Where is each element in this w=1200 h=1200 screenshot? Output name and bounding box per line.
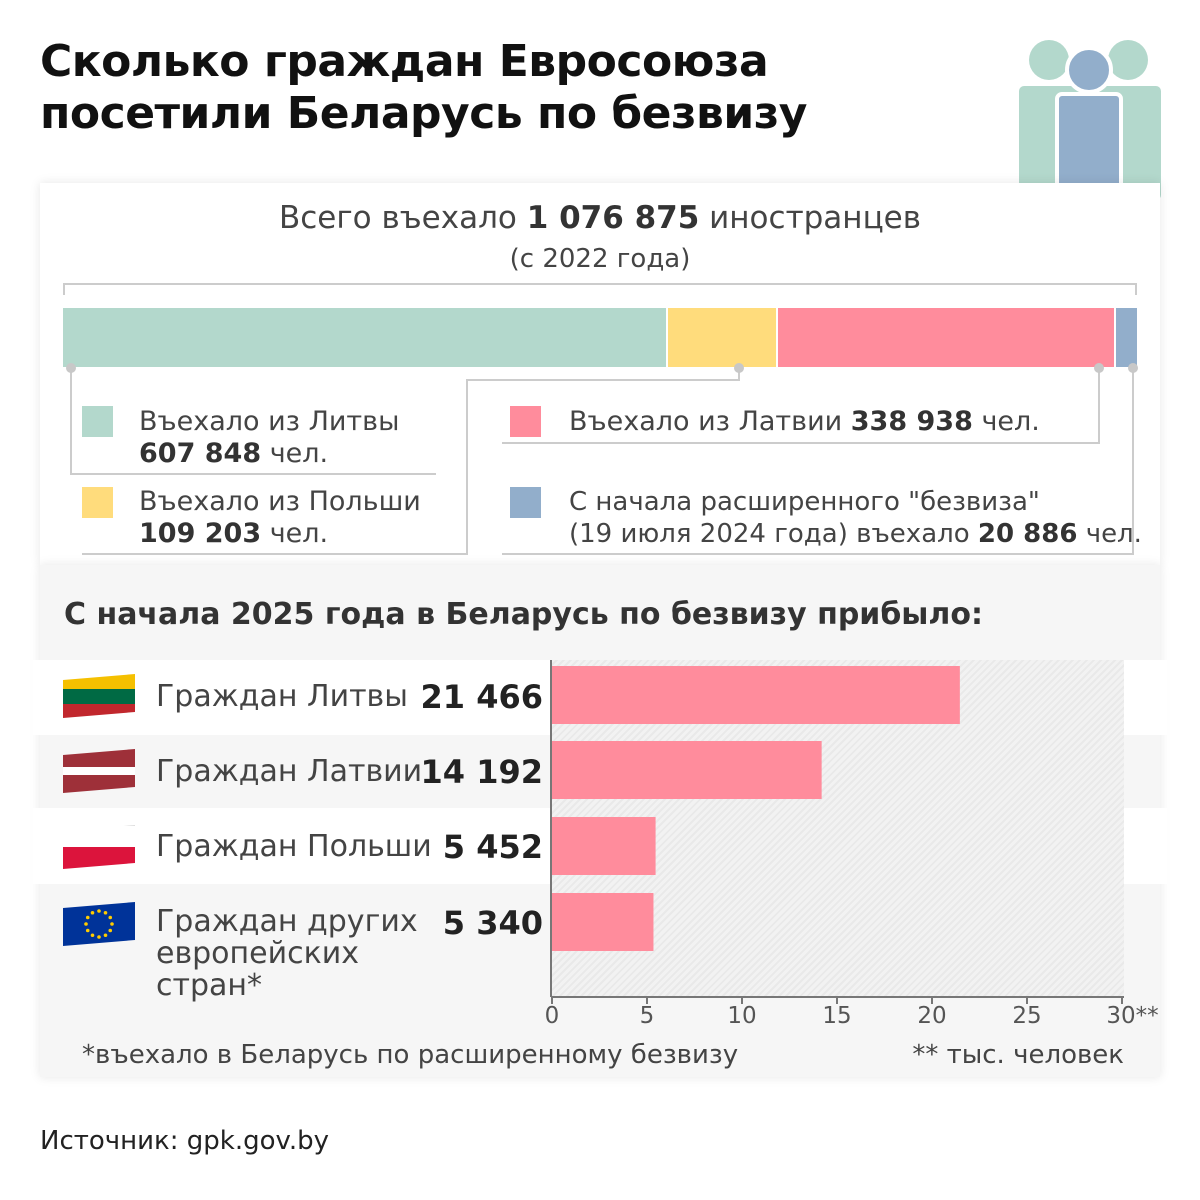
people-icon: [1019, 40, 1161, 216]
legend-poland: Въехало из Польши 109 203 чел.: [139, 486, 421, 549]
eu-star: [91, 933, 95, 937]
title-line-1: Сколько граждан Евросоюза: [40, 36, 769, 87]
unit-note: ** тыс. человек: [912, 1040, 1124, 1070]
stacked-bar: [63, 308, 1137, 367]
country-label-3: Граждан Польши: [156, 829, 432, 864]
latvia-flag: [63, 749, 135, 793]
legend-latvia: Въехало из Латвии 338 938 чел.: [569, 406, 1040, 437]
eu-star: [86, 916, 90, 920]
eu-star: [108, 916, 112, 920]
total-since: (с 2022 года): [509, 244, 691, 274]
value-label-3: 5 452: [442, 828, 543, 866]
bar-4: [552, 893, 654, 951]
legend-swatch-extended: [510, 487, 541, 518]
eu-star: [86, 929, 90, 933]
eu-star: [97, 935, 101, 939]
eu-flag: [63, 902, 135, 946]
country-label-4: Граждан других европейских стран*: [156, 904, 418, 1003]
x-tick-label: 20: [917, 1003, 947, 1029]
country-label-2: Граждан Латвии: [156, 754, 423, 789]
total-heading: Всего въехало 1 076 875 иностранцев: [278, 200, 922, 236]
section-title: С начала 2025 года в Беларусь по безвизу…: [64, 597, 983, 632]
value-label-2: 14 192: [420, 753, 543, 791]
legend-swatch-poland: [82, 487, 113, 518]
bar-1: [552, 666, 960, 724]
eu-star: [97, 909, 101, 913]
x-tick-label: 30**: [1106, 1003, 1159, 1029]
x-tick-label: 0: [544, 1003, 560, 1029]
x-tick-label: 15: [822, 1003, 852, 1029]
bar-bracket: [63, 283, 1137, 295]
footnote: *въехало в Беларусь по расширенному безв…: [82, 1040, 739, 1070]
stacked-segment-poland: [667, 308, 779, 367]
legend-lithuania: Въехало из Литвы 607 848 чел.: [139, 406, 400, 469]
total-value: 1 076 875: [526, 200, 700, 236]
page-title: Сколько граждан Евросоюза посетили Белар…: [40, 36, 940, 140]
x-tick-label: 5: [639, 1003, 655, 1029]
eu-star: [104, 911, 108, 915]
bar-2: [552, 741, 822, 799]
value-label-1: 21 466: [420, 678, 543, 716]
eu-star: [84, 922, 88, 926]
legend-extended: С начала расширенного "безвиза" (19 июля…: [569, 487, 1142, 549]
bar-3: [552, 817, 656, 875]
title-line-2: посетили Беларусь по безвизу: [40, 88, 807, 139]
x-tick-label: 25: [1012, 1003, 1042, 1029]
country-label-1: Граждан Литвы: [156, 679, 408, 714]
stacked-segment-extended: [1116, 308, 1137, 367]
eu-star: [91, 911, 95, 915]
x-tick-label: 10: [727, 1003, 757, 1029]
poland-flag: [63, 825, 135, 869]
value-label-4: 5 340: [442, 904, 543, 942]
eu-star: [104, 933, 108, 937]
stacked-segment-lithuania: [63, 308, 668, 367]
eu-star: [108, 929, 112, 933]
stacked-segment-latvia: [778, 308, 1117, 367]
eu-star: [110, 922, 114, 926]
legend-swatch-lithuania: [82, 406, 113, 437]
source: Источник: gpk.gov.by: [40, 1126, 330, 1156]
legend-swatch-latvia: [510, 406, 541, 437]
eu-stars-icon: [63, 902, 135, 946]
